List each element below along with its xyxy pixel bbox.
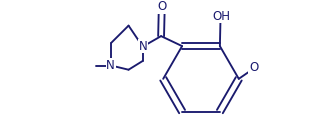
Text: OH: OH bbox=[212, 10, 230, 23]
Text: O: O bbox=[157, 0, 166, 13]
Text: N: N bbox=[106, 58, 115, 72]
Text: N: N bbox=[139, 40, 148, 53]
Text: O: O bbox=[249, 61, 259, 74]
